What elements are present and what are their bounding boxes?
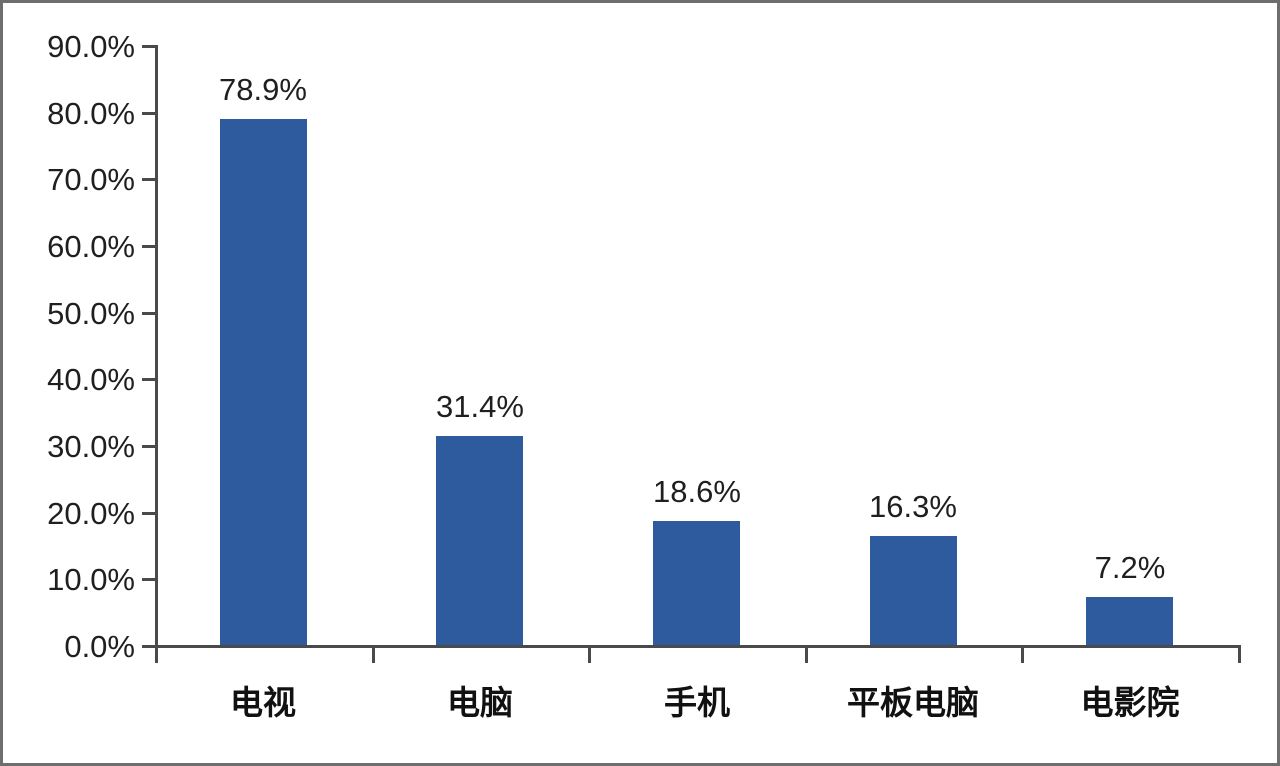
x-axis-tick bbox=[371, 648, 375, 663]
category-label: 平板电脑 bbox=[847, 684, 979, 721]
y-tick-label: 40.0% bbox=[47, 362, 135, 398]
y-axis-tick bbox=[142, 245, 155, 248]
bar-value-label: 16.3% bbox=[869, 489, 957, 524]
y-tick-label: 20.0% bbox=[47, 495, 135, 531]
y-axis-line bbox=[155, 45, 158, 648]
x-axis-tick bbox=[804, 648, 808, 663]
x-axis-tick bbox=[155, 648, 158, 663]
x-axis-tick bbox=[1021, 648, 1025, 663]
bar-value-label: 31.4% bbox=[436, 389, 524, 424]
y-tick-label: 80.0% bbox=[47, 95, 135, 131]
y-axis-tick bbox=[142, 578, 155, 582]
y-axis-tick bbox=[142, 511, 155, 515]
bar bbox=[436, 436, 523, 645]
x-axis-tick bbox=[588, 648, 592, 663]
y-axis-tick bbox=[142, 45, 155, 48]
y-axis-tick bbox=[142, 111, 155, 115]
y-axis-tick bbox=[142, 311, 155, 315]
x-axis-line bbox=[154, 645, 1241, 648]
y-axis-tick bbox=[142, 445, 155, 448]
y-tick-label: 0.0% bbox=[64, 629, 135, 664]
y-axis-tick bbox=[142, 645, 155, 648]
category-label: 电脑 bbox=[447, 684, 513, 721]
y-axis-tick bbox=[142, 178, 155, 182]
bar-value-label: 78.9% bbox=[219, 72, 307, 107]
y-tick-label: 50.0% bbox=[47, 295, 135, 331]
y-tick-label: 30.0% bbox=[47, 429, 135, 464]
bar bbox=[220, 119, 307, 645]
y-tick-label: 70.0% bbox=[47, 162, 135, 198]
bar bbox=[870, 536, 957, 645]
y-tick-label: 10.0% bbox=[47, 562, 135, 598]
bar bbox=[653, 521, 740, 645]
bar-value-label: 18.6% bbox=[653, 474, 741, 509]
category-label: 手机 bbox=[664, 684, 730, 721]
bar bbox=[1086, 597, 1173, 645]
plot-area: 90.0% 80.0% 70.0% 60.0% 50.0% 40.0% 30.0% 20.0%… bbox=[3, 3, 1277, 763]
y-tick-label: 60.0% bbox=[47, 229, 135, 264]
category-label: 电视 bbox=[230, 684, 296, 721]
category-label: 电影院 bbox=[1080, 684, 1180, 721]
x-axis-tick bbox=[1238, 648, 1241, 663]
y-axis-tick bbox=[142, 378, 155, 382]
bar-value-label: 7.2% bbox=[1094, 550, 1166, 585]
y-tick-label: 90.0% bbox=[47, 29, 135, 64]
